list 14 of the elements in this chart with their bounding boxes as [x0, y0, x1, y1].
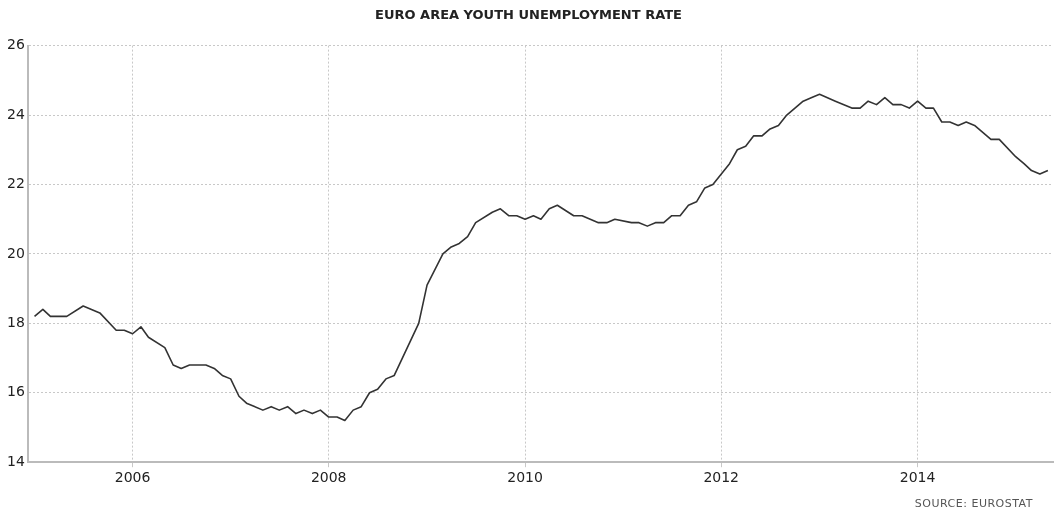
chart-title: EURO AREA YOUTH UNEMPLOYMENT RATE: [375, 7, 682, 23]
x-tick-label: 2006: [114, 469, 151, 486]
y-tick-label: 26: [6, 36, 25, 53]
y-tick-label: 22: [6, 175, 25, 192]
y-tick-label: 20: [6, 244, 25, 261]
x-tick-label: 2014: [899, 469, 936, 486]
y-tick-label: 24: [6, 105, 25, 122]
x-tick-label: 2008: [310, 469, 347, 486]
y-tick-label: 18: [6, 313, 25, 330]
y-tick-label: 16: [6, 383, 25, 400]
source-note: SOURCE: EUROSTAT: [914, 497, 1033, 510]
x-tick-label: 2012: [703, 469, 740, 486]
x-tick-label: 2010: [507, 469, 543, 486]
y-tick-label: 14: [6, 452, 25, 469]
